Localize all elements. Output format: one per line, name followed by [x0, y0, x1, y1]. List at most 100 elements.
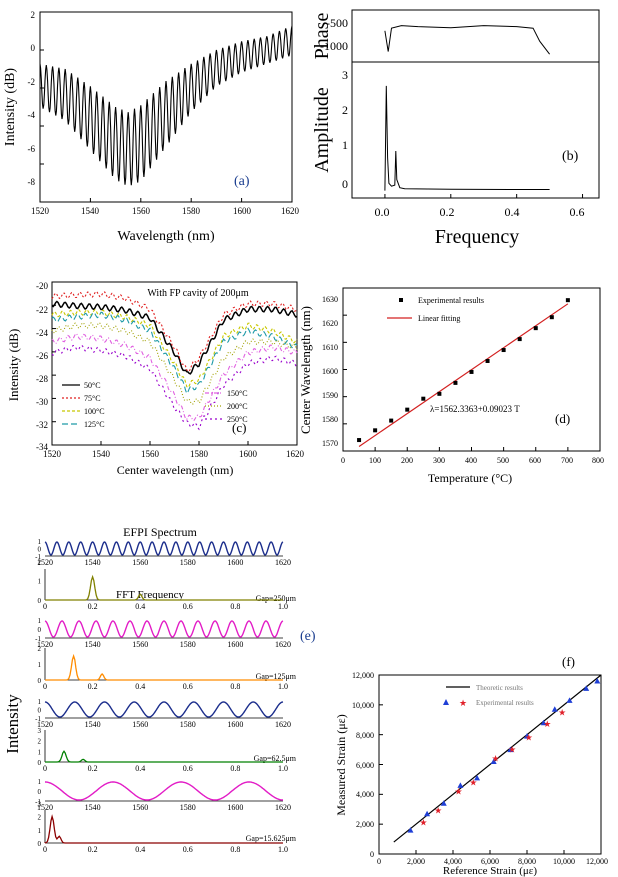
panel-f-x-tick-labels: 0 2,000 4,000 6,000 8,000 10,000 12,000	[377, 857, 608, 866]
triangle-point	[540, 719, 547, 726]
x-tick-label: 0.6	[183, 682, 193, 691]
y-tick-label: 2,000	[356, 820, 374, 829]
x-tick-label: 0.4	[135, 602, 145, 611]
spectrum-line	[44, 541, 284, 556]
x-tick-label: 4,000	[444, 857, 462, 866]
y-tick-label: 2	[342, 103, 348, 117]
x-tick-label: 1540	[85, 720, 101, 729]
x-tick-label: 0.6	[570, 205, 585, 219]
y-tick-label: -24	[36, 328, 48, 338]
star-point: ★	[508, 745, 516, 755]
triangle-point	[490, 758, 497, 765]
panel-a-spectrum-line	[39, 25, 293, 186]
y-tick-label: -1	[35, 553, 41, 561]
star-point: ★	[558, 707, 566, 717]
spectrum-line	[44, 701, 284, 718]
x-tick-label: 1560	[132, 206, 151, 216]
panel-a-y-axis-label: Intensity (dB)	[3, 68, 18, 146]
panel-e-fft-title: FFT Frequency	[116, 589, 184, 601]
x-tick-label: 200	[401, 456, 413, 465]
panel-d-x-axis-label: Temperature (°C)	[428, 471, 512, 485]
triangle-point	[551, 706, 558, 712]
x-tick-label: 1580	[182, 206, 201, 216]
x-tick-label: 0	[377, 857, 381, 866]
panel-d-legend-points: Experimental results	[418, 296, 484, 305]
y-tick-label: 0	[38, 707, 42, 715]
legend-label: 100°C	[84, 407, 105, 416]
y-tick-label: 2	[38, 738, 42, 746]
y-tick-label: -6	[28, 144, 36, 154]
x-tick-label: 1580	[190, 449, 209, 459]
panel-a-letter: (a)	[234, 174, 250, 189]
x-tick-label: 500	[497, 456, 509, 465]
x-tick-label: 1520	[37, 640, 53, 649]
y-tick-label: 1620	[322, 319, 338, 328]
y-tick-label: 4,000	[356, 790, 374, 799]
x-tick-label: 1600	[227, 720, 243, 729]
panel-e-gap-labels: Gap=250μm Gap=125μm Gap=62.5μm Gap=15.62…	[246, 594, 297, 843]
x-tick-label: 700	[561, 456, 573, 465]
y-tick-label: 2	[38, 645, 42, 653]
data-point	[357, 438, 362, 443]
x-tick-label: 0.2	[88, 602, 98, 611]
x-tick-label: 1600	[239, 449, 258, 459]
panel-b-x-tick-labels: 0.0 0.2 0.4 0.6	[375, 205, 585, 219]
data-point	[453, 380, 458, 385]
y-tick-label: 3	[342, 68, 348, 82]
y-tick-label: 1610	[322, 343, 338, 352]
y-tick-label: 3	[38, 800, 42, 808]
x-tick-label: 1.0	[278, 764, 288, 773]
fft-line	[44, 814, 283, 844]
y-tick-label: 1	[38, 827, 42, 835]
triangle-point	[407, 827, 414, 833]
legend-label: 250°C	[227, 415, 248, 424]
panel-b-ticks	[384, 194, 584, 198]
series-line	[51, 322, 298, 405]
panel-c-y-tick-labels: -20 -22 -24 -26 -28 -30 -32 -34	[36, 281, 48, 452]
x-tick-label: 2,000	[407, 857, 425, 866]
panel-f-ticks	[378, 674, 602, 855]
x-tick-label: 1520	[31, 206, 50, 216]
data-point	[421, 396, 426, 401]
star-point: ★	[469, 777, 477, 787]
y-tick-label: 0	[38, 597, 42, 605]
x-tick-label: 1620	[275, 558, 291, 567]
panel-c-series	[51, 290, 298, 431]
x-tick-label: 100	[369, 456, 381, 465]
panel-d-fit-line	[358, 303, 569, 447]
y-tick-label: -500	[326, 16, 348, 30]
data-point	[501, 348, 506, 353]
legend-marker-triangle	[443, 699, 449, 705]
y-tick-label: 0	[38, 677, 42, 685]
panel-c: -20 -22 -24 -26 -28 -30 -32 -34 1520 154…	[6, 281, 305, 477]
x-tick-label: 1540	[85, 640, 101, 649]
panel-f-legend-points: Experimental results	[476, 699, 534, 707]
y-tick-label: -2	[28, 77, 36, 87]
data-point	[565, 298, 570, 303]
star-point: ★	[492, 754, 500, 764]
x-tick-label: 0.4	[135, 845, 145, 854]
panel-d-points	[357, 298, 570, 443]
panel-b-amplitude-frame	[351, 61, 600, 199]
x-tick-label: 400	[465, 456, 477, 465]
fft-line	[45, 574, 283, 601]
y-tick-label: 0	[38, 759, 42, 767]
series-line	[51, 311, 298, 395]
x-tick-label: 1600	[233, 206, 252, 216]
y-tick-label: -30	[36, 397, 48, 407]
x-tick-label: 1580	[180, 640, 196, 649]
x-tick-label: 0.4	[135, 682, 145, 691]
triangle-point	[424, 810, 431, 817]
x-tick-label: 0.2	[88, 845, 98, 854]
x-tick-label: 800	[592, 456, 604, 465]
x-tick-label: 0	[43, 764, 47, 773]
x-tick-label: 1.0	[278, 602, 288, 611]
y-tick-label: 0	[38, 840, 42, 848]
data-point	[517, 337, 522, 342]
x-tick-label: 1540	[92, 449, 111, 459]
panel-d-x-tick-labels: 0 100 200 300 400 500 600 700 800	[341, 456, 604, 465]
data-point	[485, 358, 490, 363]
panel-b-phase-label: Phase	[311, 13, 333, 60]
x-tick-label: 1520	[37, 803, 53, 812]
y-tick-label: -1000	[320, 39, 348, 53]
